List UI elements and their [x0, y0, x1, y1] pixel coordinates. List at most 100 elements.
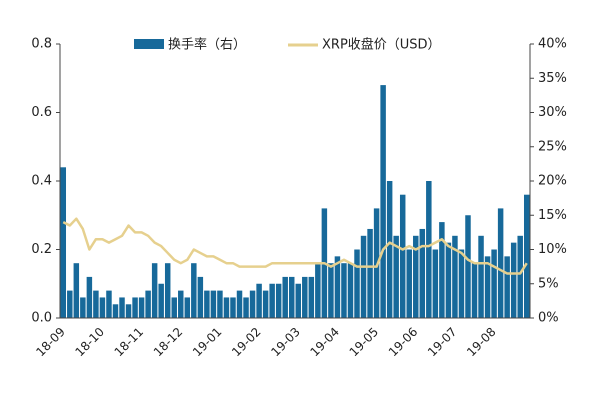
bar: [347, 263, 354, 318]
bar: [406, 249, 412, 318]
bar: [288, 276, 295, 318]
bar: [112, 304, 119, 318]
bar: [204, 290, 210, 318]
bar: [393, 235, 399, 318]
bar: [432, 249, 439, 318]
bar: [178, 290, 184, 318]
y-tick-label: 0.2: [31, 242, 52, 257]
y2-tick-label: 10%: [538, 242, 567, 257]
bar: [184, 297, 191, 318]
bar: [413, 235, 419, 318]
bar: [80, 297, 86, 318]
bar: [523, 194, 530, 318]
bar: [308, 276, 315, 318]
bar: [236, 290, 243, 318]
bar: [452, 235, 458, 318]
x-tick-label: 19-02: [229, 325, 264, 360]
y-tick-label: 0.8: [31, 37, 52, 52]
bar: [119, 297, 125, 318]
bar: [445, 242, 452, 318]
legend-label: XRP收盘价（USD）: [322, 37, 441, 53]
bar: [145, 290, 151, 318]
bar: [197, 276, 204, 318]
x-tick-label: 18-10: [72, 325, 107, 360]
bar: [191, 263, 197, 318]
y2-tick-label: 25%: [538, 139, 567, 154]
bar: [217, 290, 223, 318]
price-line: [62, 217, 528, 275]
y2-tick-label: 30%: [538, 105, 567, 120]
y2-tick-label: 40%: [538, 37, 567, 52]
bar: [67, 290, 73, 318]
bar: [302, 276, 308, 318]
bar: [151, 263, 158, 318]
bar: [419, 228, 426, 318]
x-tick-label: 19-04: [307, 325, 342, 360]
y2-tick-label: 5%: [538, 276, 559, 291]
bar: [99, 297, 106, 318]
bar: [171, 297, 177, 318]
x-tick-label: 19-05: [347, 325, 382, 360]
y2-tick-label: 35%: [538, 71, 567, 86]
bar: [380, 85, 386, 318]
bar: [399, 194, 406, 318]
x-tick-label: 19-06: [386, 325, 421, 360]
bar: [458, 249, 465, 318]
bar: [315, 263, 321, 318]
bar: [256, 283, 262, 318]
x-tick-label: 18-12: [151, 325, 186, 360]
bar: [504, 256, 510, 318]
bar: [106, 290, 112, 318]
bar: [491, 249, 497, 318]
x-tick-label: 18-09: [33, 325, 68, 360]
bar: [354, 249, 360, 318]
bar: [223, 297, 230, 318]
bar: [465, 215, 471, 318]
bar: [497, 208, 504, 318]
y2-tick-label: 0%: [538, 311, 559, 326]
bar: [282, 276, 288, 318]
x-tick-label: 19-01: [190, 325, 225, 360]
bar: [295, 283, 302, 318]
legend-label: 换手率（右）: [168, 37, 246, 53]
bar: [269, 283, 275, 318]
y2-tick-label: 15%: [538, 208, 567, 223]
y-tick-label: 0.6: [31, 105, 52, 120]
legend-swatch-bar: [134, 39, 164, 49]
bar: [138, 297, 145, 318]
bar: [262, 290, 269, 318]
bar: [386, 181, 393, 318]
bar: [484, 256, 491, 318]
bar: [334, 256, 341, 318]
bar: [73, 263, 80, 318]
y2-tick-label: 20%: [538, 174, 567, 189]
x-tick-label: 19-03: [268, 325, 303, 360]
bar: [243, 297, 249, 318]
bar: [249, 290, 256, 318]
bar: [367, 228, 373, 318]
bar: [426, 181, 432, 318]
bar: [360, 235, 367, 318]
bar: [125, 304, 132, 318]
bar: [517, 235, 523, 318]
bar: [93, 290, 99, 318]
bar: [328, 263, 334, 318]
bar: [132, 297, 138, 318]
bar: [478, 235, 484, 318]
y-tick-label: 0.0: [31, 311, 52, 326]
bar: [471, 263, 478, 318]
bar: [341, 263, 347, 318]
bar: [439, 222, 445, 318]
plot-area: [60, 85, 530, 318]
bar: [275, 283, 282, 318]
x-tick-label: 18-11: [112, 325, 147, 360]
x-tick-label: 19-07: [425, 325, 460, 360]
bar: [86, 276, 93, 318]
y-tick-label: 0.4: [31, 174, 52, 189]
bar: [230, 297, 236, 318]
bar: [164, 263, 171, 318]
bar: [510, 242, 517, 318]
x-tick-label: 19-08: [464, 325, 499, 360]
bar: [60, 167, 67, 318]
